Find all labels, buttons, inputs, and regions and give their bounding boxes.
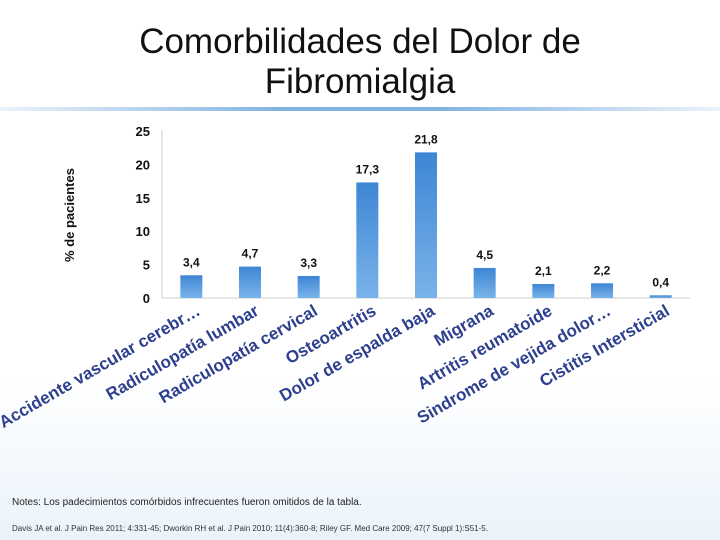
bar (297, 275, 320, 298)
y-tick-label: 20 (136, 157, 150, 172)
citation-text: Davis JA et al. J Pain Res 2011; 4:331-4… (12, 524, 488, 533)
bar (239, 266, 261, 298)
y-axis-title: % de pacientes (62, 168, 77, 262)
notes-text: Notes: Los padecimientos comórbidos infr… (12, 497, 362, 508)
y-tick-label: 10 (136, 224, 150, 239)
bar (356, 182, 379, 298)
y-tick-label: 0 (143, 291, 150, 306)
y-tick-label: 15 (136, 191, 150, 206)
chart-title: Comorbilidades del Dolor de Fibromialgia (139, 22, 581, 101)
bar (473, 267, 496, 298)
data-label: 21,8 (414, 132, 438, 146)
data-label: 3,3 (300, 256, 317, 270)
bar (532, 283, 555, 298)
bar (649, 295, 672, 298)
bar (180, 275, 203, 298)
data-label: 4,7 (242, 247, 259, 261)
data-label: 0,4 (652, 275, 669, 289)
data-label: 2,1 (535, 264, 552, 278)
data-label: 17,3 (356, 162, 380, 176)
data-label: 3,4 (183, 255, 200, 269)
y-tick-label: 5 (143, 258, 150, 273)
title-divider (0, 107, 720, 111)
y-tick-label: 25 (136, 124, 150, 139)
bar (591, 283, 613, 298)
data-label: 2,2 (594, 263, 611, 277)
data-label: 4,5 (476, 248, 493, 262)
bar (415, 152, 437, 298)
